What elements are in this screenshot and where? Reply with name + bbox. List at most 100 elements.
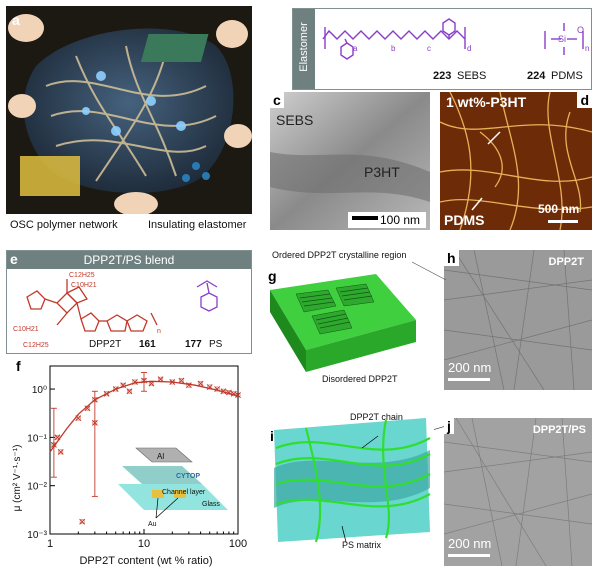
data-point (141, 377, 147, 384)
dpp2t-number: 161 (139, 339, 156, 350)
y-tick-label: 10⁻³ (27, 530, 47, 541)
data-point (169, 379, 176, 385)
chart-ylabel: μ (cm² V⁻¹·s⁻¹) (12, 445, 23, 512)
data-point (50, 441, 57, 448)
data-point (178, 377, 185, 384)
panel-e-title: DPP2T/PS blend (83, 253, 175, 267)
panel-c-tem (270, 92, 430, 230)
y-tick-label: 10⁻² (27, 482, 47, 493)
panel-a-caption-left: OSC polymer network (10, 219, 118, 231)
panel-b-sub-c: c (427, 44, 431, 53)
panel-b-sub-n: n (585, 44, 589, 53)
panel-d-bottom-text: PDMS (444, 212, 485, 228)
data-point (126, 388, 133, 395)
data-point (103, 390, 110, 397)
panel-c-p3ht: P3HT (364, 164, 400, 180)
panel-c-label: c (270, 92, 284, 108)
panel-b-sub-b: b (391, 44, 396, 53)
panel-a: a (6, 6, 252, 214)
panel-b-sub-d: d (467, 44, 471, 53)
panel-g-label: g (268, 268, 277, 284)
panel-i-top-text: DPP2T chain (350, 412, 403, 422)
data-point (54, 434, 61, 441)
inset-cytop: CYTOP (176, 473, 200, 480)
x-tick-label: 100 (229, 538, 247, 550)
panel-j-label: j (444, 418, 454, 434)
inset-au: Au (148, 521, 157, 528)
panel-j-tem (444, 418, 592, 566)
inset-channel: Channel layer (162, 489, 206, 496)
data-point (148, 380, 155, 387)
panel-g-top-text: Ordered DPP2T crystalline region (272, 250, 407, 260)
data-point (91, 396, 98, 403)
panel-e-c10h21-bottom: C10H21 (13, 326, 39, 333)
panel-i-label: i (270, 428, 274, 444)
sebs-name: SEBS (457, 70, 486, 82)
panel-e-label: e (10, 251, 18, 267)
panel-b: Elastomer a b c d n Si O 223 SEBS 224 PD… (292, 8, 592, 90)
panel-j-tag: DPP2T/PS (532, 424, 586, 436)
panel-e-c10h21-top: C10H21 (71, 282, 97, 289)
x-tick-label: 1 (47, 538, 53, 550)
panel-a-illustration (6, 6, 252, 214)
data-point (84, 405, 91, 412)
panel-g: g Ordered DPP2T crystalline region Disor… (266, 250, 420, 390)
data-point (225, 389, 232, 396)
ps-name: PS (209, 339, 223, 350)
panel-b-side-header: Elastomer (293, 9, 315, 89)
panel-h-tem (444, 250, 592, 390)
panel-d-label: d (577, 92, 592, 108)
panel-d-afm (440, 92, 592, 230)
panel-b-o: O (577, 25, 584, 35)
inset-al: Al (157, 452, 164, 461)
data-point (112, 386, 119, 393)
panel-b-sub-a: a (353, 44, 358, 53)
panel-a-caption-right: Insulating elastomer (148, 219, 247, 231)
data-point (206, 384, 213, 391)
panel-i: i DPP2T chain PS matrix (266, 408, 434, 554)
x-tick-label: 10 (138, 538, 150, 550)
panel-c-scale-bar: 100 nm (380, 213, 421, 227)
device-inset (118, 447, 228, 519)
data-point (120, 382, 127, 389)
data-point (230, 390, 237, 397)
data-point (157, 376, 164, 383)
data-point (235, 392, 241, 399)
chart-xlabel: DPP2T content (wt % ratio) (79, 555, 212, 567)
dpp2t-name: DPP2T (89, 339, 121, 350)
panel-f: 1 10 100 10⁻³ 10⁻² 10⁻¹ 10⁰ Al CYTOP Channel l… (6, 358, 254, 570)
panel-j-scale-bar: 200 nm (448, 536, 492, 551)
panel-e-structures: C12H25 C10H21 C10H21 C12H25 n DPP2T 161 … (13, 272, 223, 350)
panel-e-c12h25-bottom: C12H25 (23, 342, 49, 349)
panel-i-bottom-text: PS matrix (342, 540, 382, 550)
fit-curve (49, 380, 239, 453)
panel-i-illustration (266, 408, 434, 554)
panel-h-scale-bar: 200 nm (448, 360, 492, 375)
data-point (79, 518, 86, 525)
panel-c: c SEBS P3HT 100 nm (270, 92, 430, 230)
panel-b-side-label: Elastomer (298, 22, 310, 72)
inset-glass: Glass (202, 501, 220, 508)
data-point (57, 448, 64, 455)
panel-c-sebs: SEBS (276, 112, 314, 128)
y-tick-label: 10⁰ (32, 385, 47, 396)
pdms-number: 224 (527, 70, 546, 82)
panel-j: j DPP2T/PS 200 nm (444, 418, 592, 566)
panel-h-label: h (444, 250, 459, 266)
ps-number: 177 (185, 339, 202, 350)
pdms-name: PDMS (551, 70, 583, 82)
data-point (91, 419, 98, 426)
sebs-number: 223 (433, 70, 451, 82)
panel-d-top-text: 1 wt%-P3HT (446, 94, 527, 110)
y-tick-label: 10⁻¹ (27, 433, 47, 444)
panel-g-illustration (266, 250, 420, 390)
data-point (75, 415, 82, 422)
panel-f-label: f (16, 358, 21, 374)
panel-e-n-sub: n (157, 328, 161, 335)
panel-b-structures: a b c d n Si O 223 SEBS 224 PDMS (322, 18, 589, 82)
panel-e-header: DPP2T/PS blend (7, 251, 251, 269)
mobility-chart: 1 10 100 10⁻³ 10⁻² 10⁻¹ 10⁰ Al CYTOP Channel l… (12, 365, 247, 567)
panel-b-si: Si (558, 34, 566, 44)
panel-h: h DPP2T 200 nm (444, 250, 592, 390)
panel-e: DPP2T/PS blend C12H25 C10H21 C10H21 C12H… (6, 250, 252, 354)
